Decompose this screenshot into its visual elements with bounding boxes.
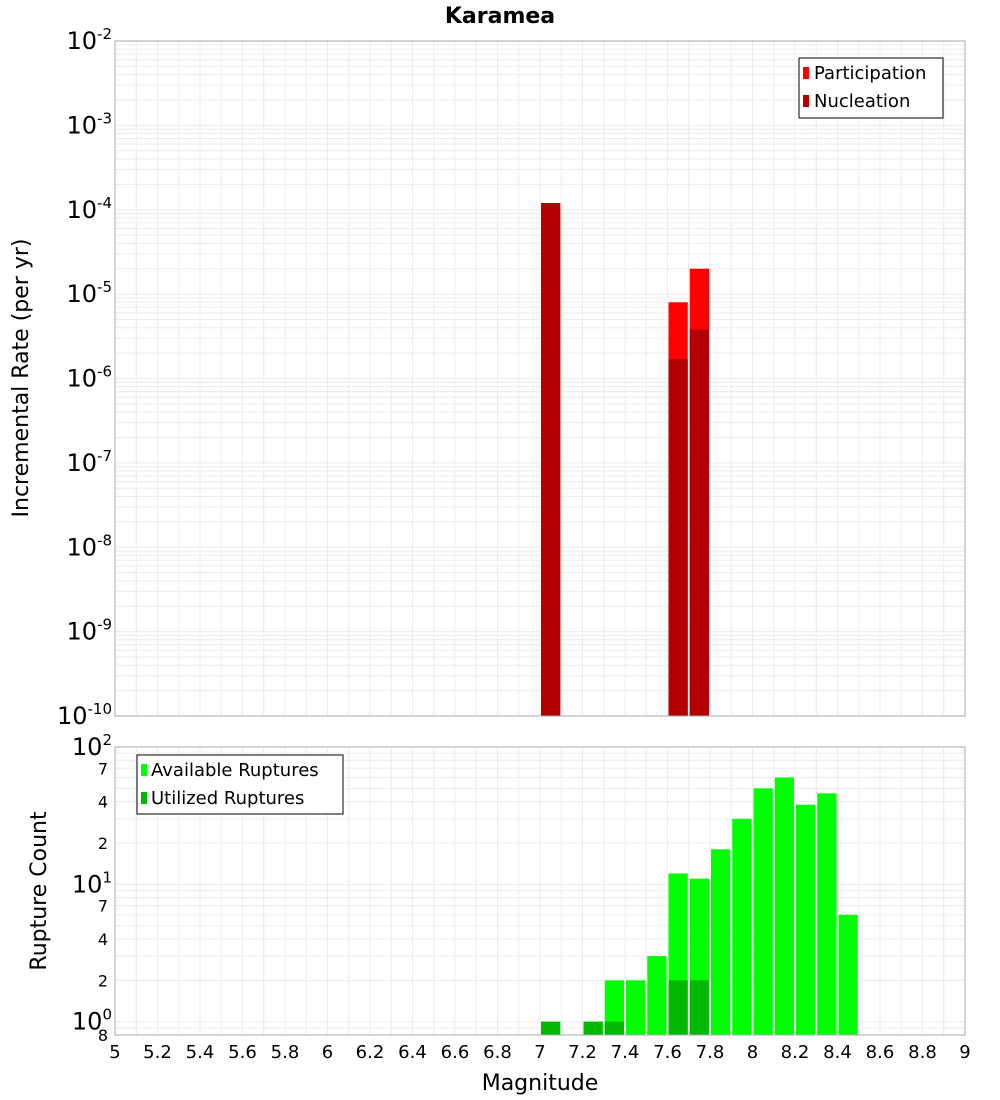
bottom-bar-0 — [753, 788, 773, 1035]
x-tick-label: 6.6 — [441, 1042, 470, 1063]
bottom-bar-1 — [604, 1021, 624, 1035]
top-y-tick-label: 10-5 — [66, 278, 112, 308]
bottom-y-axis-label: Rupture Count — [27, 811, 52, 971]
bottom-bars — [541, 777, 858, 1035]
legend-nucleation: Nucleation — [814, 91, 910, 112]
top-bar-1 — [541, 203, 561, 716]
x-tick-label: 8.8 — [908, 1042, 937, 1063]
bottom-bar-0 — [647, 956, 667, 1035]
x-tick-label: 7.6 — [653, 1042, 682, 1063]
bottom-y-tick-labels: 102 101 100 7 4 2 7 4 2 8 — [72, 731, 112, 1045]
top-y-tick-label: 10-6 — [66, 363, 112, 393]
top-panel: 10-2 10-3 10-4 10-5 10-6 10-7 10-8 10-9 10-10 In… — [9, 25, 966, 730]
x-tick-label: 6 — [322, 1042, 333, 1063]
bottom-y-minor-label: 7 — [98, 897, 108, 916]
top-y-tick-label: 10-8 — [66, 531, 112, 561]
x-tick-label: 5.6 — [228, 1042, 257, 1063]
x-tick-label: 5 — [109, 1042, 120, 1063]
legend-participation: Participation — [814, 63, 926, 84]
top-plot-frame — [114, 40, 966, 717]
bottom-bar-0 — [732, 818, 752, 1035]
x-tick-label: 8 — [747, 1042, 758, 1063]
chart-title: Karamea — [445, 4, 555, 29]
bottom-panel: 102 101 100 7 4 2 7 4 2 8 Rupture Count Available… — [27, 731, 966, 1045]
bottom-bar-0 — [796, 804, 816, 1035]
top-gridlines — [114, 40, 966, 717]
top-bar-1 — [668, 359, 688, 716]
x-tick-label: 7.2 — [568, 1042, 597, 1063]
bottom-bar-0 — [711, 849, 731, 1035]
top-y-axis-label: Incremental Rate (per yr) — [9, 239, 34, 518]
available-swatch — [141, 764, 147, 776]
x-tick-label: 7 — [534, 1042, 545, 1063]
bottom-legend: Available Ruptures Utilized Ruptures — [136, 754, 344, 815]
top-y-tick-label: 10-10 — [57, 700, 112, 730]
x-tick-label: 5.4 — [186, 1042, 215, 1063]
bottom-bar-0 — [626, 980, 646, 1035]
top-y-tick-label: 10-9 — [66, 616, 112, 646]
bottom-y-tick-label: 100 — [72, 1006, 112, 1036]
bottom-y-minor-label: 4 — [98, 793, 108, 812]
bottom-y-tick-label: 102 — [72, 731, 112, 761]
top-y-tick-label: 10-2 — [66, 25, 112, 55]
bottom-y-minor-label: 8 — [98, 1026, 108, 1045]
x-tick-label: 8.4 — [823, 1042, 852, 1063]
bottom-bar-0 — [817, 793, 837, 1035]
top-bar-1 — [689, 329, 709, 716]
bottom-bar-1 — [583, 1021, 603, 1035]
bottom-y-minor-label: 7 — [98, 759, 108, 778]
legend-available-ruptures: Available Ruptures — [151, 760, 319, 781]
x-tick-label: 7.8 — [696, 1042, 725, 1063]
top-y-tick-label: 10-7 — [66, 447, 112, 477]
top-y-tick-label: 10-4 — [66, 194, 112, 224]
top-bars — [541, 203, 709, 716]
bottom-bar-0 — [838, 914, 858, 1035]
bottom-y-tick-label: 101 — [72, 868, 112, 898]
x-axis-label: Magnitude — [482, 1071, 599, 1096]
bottom-bar-1 — [689, 980, 709, 1035]
x-tick-label: 9 — [959, 1042, 970, 1063]
top-legend: Participation Nucleation — [798, 57, 944, 119]
x-tick-label: 8.6 — [866, 1042, 895, 1063]
bottom-y-minor-label: 2 — [98, 971, 108, 990]
legend-utilized-ruptures: Utilized Ruptures — [151, 788, 304, 809]
bottom-bar-1 — [541, 1021, 561, 1035]
x-tick-label: 7.4 — [611, 1042, 640, 1063]
bottom-bar-0 — [604, 980, 624, 1035]
top-y-tick-labels: 10-2 10-3 10-4 10-5 10-6 10-7 10-8 10-9 10-10 — [57, 25, 112, 730]
bottom-y-minor-label: 2 — [98, 834, 108, 853]
bottom-plot-frame — [114, 746, 966, 1036]
x-tick-label: 6.8 — [483, 1042, 512, 1063]
bottom-bar-0 — [774, 777, 794, 1035]
x-tick-label: 6.4 — [398, 1042, 427, 1063]
x-tick-label: 5.8 — [271, 1042, 300, 1063]
nucleation-swatch — [803, 95, 809, 107]
participation-swatch — [803, 67, 809, 79]
bottom-y-minor-label: 4 — [98, 930, 108, 949]
bottom-bar-1 — [668, 980, 688, 1035]
top-y-tick-label: 10-3 — [66, 109, 112, 139]
bottom-legend-box — [136, 754, 344, 815]
x-tick-labels: 5 5.2 5.4 5.6 5.8 6 6.2 6.4 6.6 6.8 7 7.2 7.4 7.6 7.8 8… — [109, 1042, 970, 1063]
x-tick-label: 8.2 — [781, 1042, 810, 1063]
utilized-swatch — [141, 792, 147, 804]
x-tick-label: 6.2 — [356, 1042, 385, 1063]
top-legend-box — [798, 57, 944, 119]
x-tick-label: 5.2 — [143, 1042, 172, 1063]
